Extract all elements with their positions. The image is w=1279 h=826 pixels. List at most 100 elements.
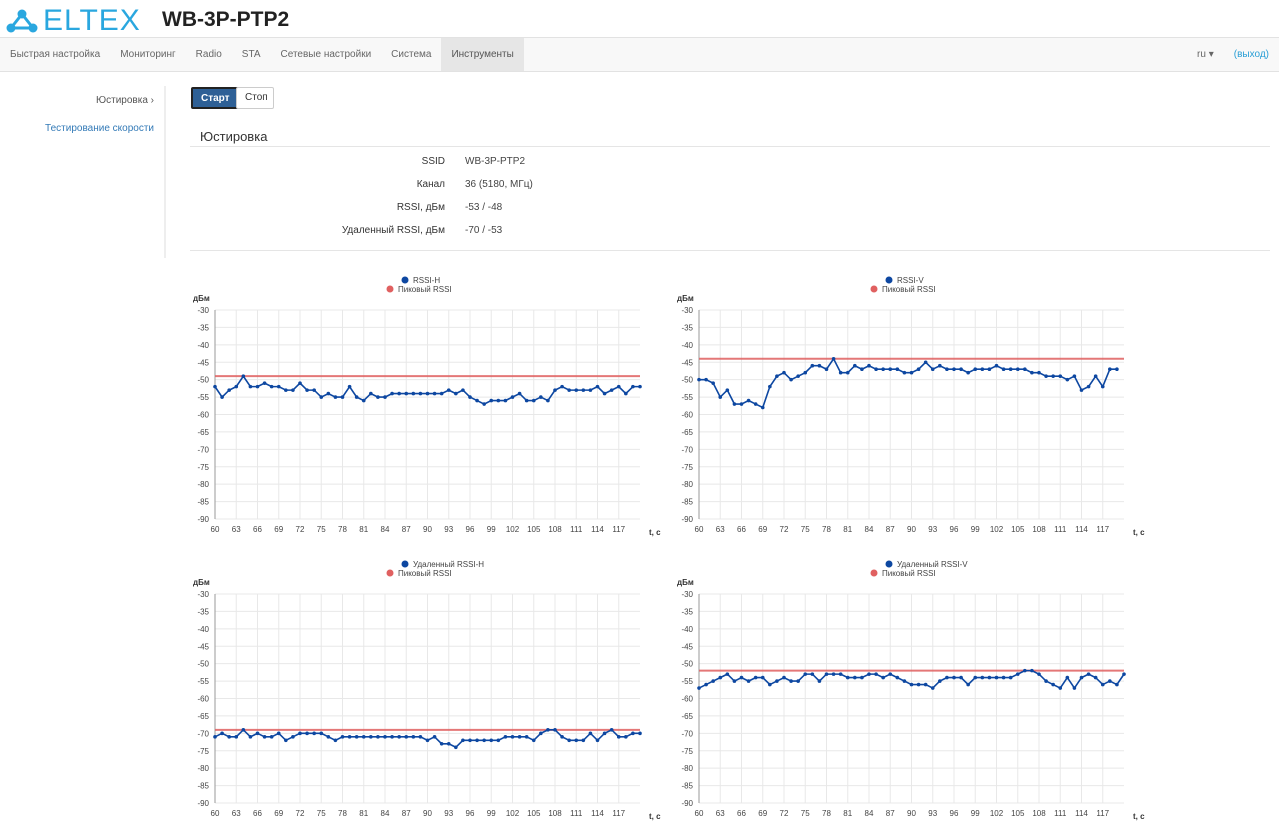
x-tick-label: 72 bbox=[780, 809, 789, 818]
nav-monitoring[interactable]: Мониторинг bbox=[120, 49, 176, 60]
stop-button[interactable]: Стоп bbox=[236, 87, 274, 109]
y-tick-label: -35 bbox=[681, 323, 693, 332]
data-point bbox=[753, 402, 758, 406]
legend-series-label: Удаленный RSSI-H bbox=[413, 560, 484, 569]
x-tick-label: 105 bbox=[527, 525, 541, 534]
data-point bbox=[489, 738, 494, 743]
divider bbox=[190, 250, 1270, 251]
y-tick-label: -35 bbox=[681, 607, 693, 616]
x-tick-label: 84 bbox=[381, 525, 390, 534]
y-tick-label: -90 bbox=[681, 799, 693, 808]
x-tick-label: 111 bbox=[1054, 809, 1067, 818]
y-tick-label: -60 bbox=[197, 695, 209, 704]
data-point bbox=[425, 391, 430, 396]
data-point bbox=[966, 682, 970, 687]
x-tick-label: 105 bbox=[1011, 525, 1025, 534]
y-tick-label: -80 bbox=[681, 764, 693, 773]
y-tick-label: -85 bbox=[681, 782, 693, 791]
data-point bbox=[711, 679, 715, 683]
data-point bbox=[581, 738, 586, 743]
data-point bbox=[775, 374, 779, 378]
x-tick-label: 87 bbox=[402, 525, 411, 534]
y-tick-label: -55 bbox=[197, 393, 209, 402]
data-point bbox=[845, 675, 850, 680]
y-tick-label: -75 bbox=[197, 747, 209, 756]
nav-radio[interactable]: Radio bbox=[195, 49, 222, 60]
data-point bbox=[1008, 675, 1013, 680]
logo-text: ELTEX bbox=[43, 4, 141, 37]
info-row-ssid: SSID WB-3P-PTP2 bbox=[190, 156, 533, 179]
data-point bbox=[361, 398, 366, 403]
nav-sta[interactable]: STA bbox=[241, 49, 261, 60]
data-point bbox=[595, 384, 600, 389]
x-tick-label: 84 bbox=[865, 809, 874, 818]
sidebar-item-speed-test[interactable]: Тестирование скорости bbox=[45, 123, 154, 134]
nav-system[interactable]: Система bbox=[391, 49, 432, 60]
data-point bbox=[411, 391, 416, 396]
data-point bbox=[881, 675, 885, 680]
nav-quick-setup[interactable]: Быстрая настройка bbox=[10, 49, 101, 60]
data-point bbox=[574, 738, 579, 743]
data-point bbox=[1100, 682, 1105, 687]
data-point bbox=[354, 395, 359, 399]
data-point bbox=[1086, 672, 1091, 676]
x-tick-label: 96 bbox=[466, 809, 475, 818]
data-point bbox=[227, 388, 231, 392]
data-point bbox=[404, 735, 409, 739]
section-title: Юстировка bbox=[200, 129, 268, 144]
data-point bbox=[510, 735, 515, 739]
y-tick-label: -75 bbox=[681, 747, 693, 756]
x-tick-label: 108 bbox=[548, 809, 562, 818]
data-point bbox=[496, 398, 501, 403]
data-point bbox=[553, 388, 557, 392]
data-point bbox=[1065, 377, 1070, 382]
data-point bbox=[697, 686, 701, 690]
data-point bbox=[510, 395, 515, 399]
data-point bbox=[220, 731, 224, 736]
language-dropdown[interactable]: ru ▾ bbox=[1197, 49, 1214, 60]
data-point bbox=[531, 398, 536, 403]
data-point bbox=[867, 672, 871, 676]
data-point bbox=[768, 682, 772, 687]
data-point bbox=[439, 741, 444, 746]
data-point bbox=[782, 370, 786, 375]
start-button[interactable]: Старт bbox=[191, 87, 240, 109]
y-tick-label: -30 bbox=[681, 590, 693, 599]
data-point bbox=[397, 735, 401, 739]
data-point bbox=[326, 735, 331, 739]
data-point bbox=[496, 738, 501, 743]
x-axis-label: t, c bbox=[649, 812, 661, 821]
data-point bbox=[732, 402, 737, 406]
data-point bbox=[1001, 367, 1006, 372]
y-tick-label: -45 bbox=[197, 358, 209, 367]
x-tick-label: 102 bbox=[506, 809, 520, 818]
data-point bbox=[609, 728, 614, 732]
x-tick-label: 84 bbox=[865, 525, 874, 534]
nav-tools[interactable]: Инструменты bbox=[441, 38, 524, 71]
x-tick-label: 75 bbox=[801, 525, 810, 534]
y-tick-label: -65 bbox=[197, 712, 209, 721]
sidebar-item-alignment[interactable]: Юстировка › bbox=[96, 95, 154, 106]
data-point bbox=[454, 391, 458, 396]
data-point bbox=[404, 391, 409, 396]
data-point bbox=[782, 675, 786, 680]
data-point bbox=[347, 735, 352, 739]
x-tick-label: 114 bbox=[591, 525, 604, 534]
data-point bbox=[439, 391, 444, 396]
data-point bbox=[489, 398, 494, 403]
x-tick-label: 96 bbox=[950, 809, 959, 818]
x-tick-label: 93 bbox=[444, 809, 453, 818]
data-point bbox=[1115, 367, 1119, 372]
data-point bbox=[602, 731, 607, 736]
data-point bbox=[638, 731, 642, 736]
data-point bbox=[760, 675, 765, 680]
data-point bbox=[867, 363, 871, 368]
nav-network[interactable]: Сетевые настройки bbox=[280, 49, 372, 60]
y-tick-label: -90 bbox=[681, 515, 693, 524]
logout-link[interactable]: (выход) bbox=[1233, 49, 1269, 60]
data-point bbox=[305, 731, 309, 736]
data-point bbox=[768, 384, 772, 389]
data-point bbox=[930, 367, 935, 372]
data-point bbox=[234, 384, 239, 389]
data-point bbox=[588, 388, 593, 392]
